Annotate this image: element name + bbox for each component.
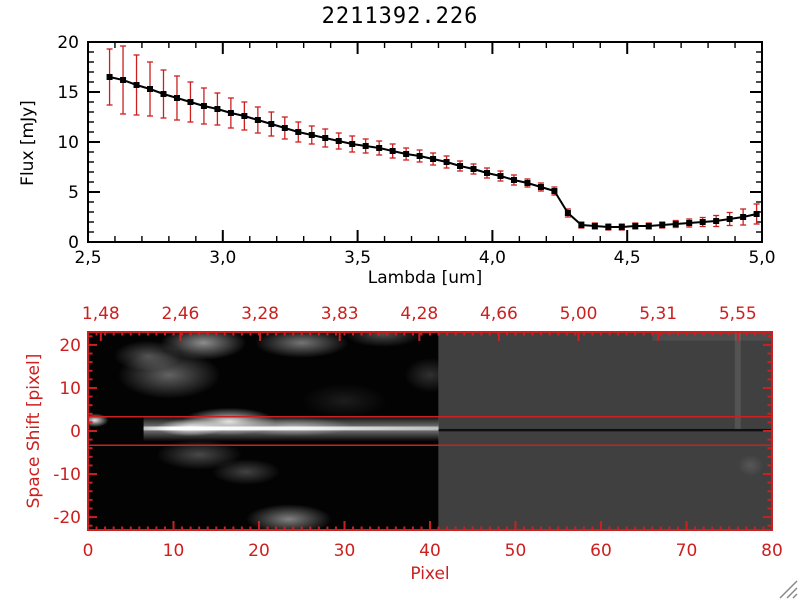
error-bars bbox=[106, 45, 760, 231]
wavelength-tick-label: 5,00 bbox=[560, 304, 598, 324]
y-axis-label-space-shift: Space Shift [pixel] bbox=[24, 353, 44, 509]
x-tick-label: 3,5 bbox=[344, 248, 371, 268]
wavelength-tick-label: 5,55 bbox=[719, 304, 757, 324]
top-wavelength-axis: 1,48 2,46 3,28 3,83 4,28 4,66 5,00 5,31 5,55 bbox=[82, 304, 757, 324]
y-tick-label: 20 bbox=[57, 33, 79, 53]
flux-spectrum-plot: 2,5 3,0 3,5 4,0 4,5 5,0 0 5 10 15 20 bbox=[57, 33, 775, 268]
spectral-image bbox=[88, 332, 772, 530]
y-tick-label: 5 bbox=[68, 183, 79, 203]
spectrum-line bbox=[109, 76, 757, 228]
spectral-image-panel: 1,48 2,46 3,28 3,83 4,28 4,66 5,00 5,31 5,55 0 10 2… bbox=[53, 304, 783, 561]
spectrum-tick-labels: 2,5 3,0 3,5 4,0 4,5 5,0 0 5 10 15 20 bbox=[57, 33, 775, 268]
x-tick-label: 5,0 bbox=[748, 248, 775, 268]
grip-lines bbox=[779, 580, 798, 599]
x-tick-label: 4,0 bbox=[479, 248, 506, 268]
pixel-tick-label: 30 bbox=[334, 541, 356, 561]
pixel-tick-label: 20 bbox=[248, 541, 270, 561]
shift-tick-label: -20 bbox=[53, 508, 81, 528]
y-tick-label: 0 bbox=[68, 233, 79, 253]
pixel-tick-label: 80 bbox=[761, 541, 783, 561]
pixel-tick-label: 70 bbox=[676, 541, 698, 561]
x-tick-label: 4,5 bbox=[614, 248, 641, 268]
image-major-ticks bbox=[87, 332, 773, 530]
resize-grip-icon bbox=[779, 580, 798, 599]
spectrum-minor-ticks bbox=[88, 42, 762, 242]
pixel-tick-label: 40 bbox=[419, 541, 441, 561]
x-tick-label: 2,5 bbox=[74, 248, 101, 268]
pixel-tick-label: 60 bbox=[590, 541, 612, 561]
y-tick-label: 10 bbox=[57, 133, 79, 153]
x-axis-label-lambda: Lambda [um] bbox=[367, 268, 483, 288]
shift-tick-label: 10 bbox=[59, 379, 81, 399]
wavelength-tick-label: 1,48 bbox=[82, 304, 120, 324]
shift-tick-label: 20 bbox=[59, 336, 81, 356]
x-tick-label: 3,0 bbox=[209, 248, 236, 268]
shift-tick-label: 0 bbox=[70, 422, 81, 442]
pixel-tick-label: 50 bbox=[505, 541, 527, 561]
image-minor-ticks bbox=[87, 332, 773, 530]
plot-title: 2211392.226 bbox=[321, 4, 479, 29]
data-markers bbox=[106, 74, 760, 230]
x-axis-label-pixel: Pixel bbox=[410, 564, 450, 584]
wavelength-tick-label: 4,28 bbox=[400, 304, 438, 324]
image-tick-labels: 0 10 20 30 40 50 60 70 80 -20 -10 0 10 20 bbox=[53, 336, 783, 561]
shift-tick-label: -10 bbox=[53, 465, 81, 485]
spectrum-axes bbox=[87, 41, 763, 243]
pixel-tick-label: 10 bbox=[163, 541, 185, 561]
extraction-guide-lines bbox=[89, 416, 771, 446]
y-tick-label: 15 bbox=[57, 83, 79, 103]
wavelength-tick-label: 4,66 bbox=[480, 304, 518, 324]
image-frame bbox=[87, 331, 773, 531]
pixel-tick-label: 0 bbox=[83, 541, 94, 561]
y-axis-label-flux: Flux [mJy] bbox=[18, 100, 38, 186]
wavelength-tick-label: 3,28 bbox=[241, 304, 279, 324]
wavelength-tick-label: 5,31 bbox=[639, 304, 677, 324]
wavelength-tick-label: 3,83 bbox=[321, 304, 359, 324]
wavelength-tick-label: 2,46 bbox=[162, 304, 200, 324]
